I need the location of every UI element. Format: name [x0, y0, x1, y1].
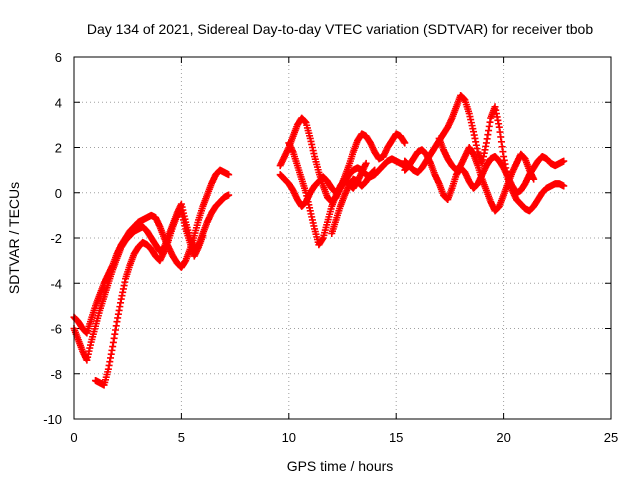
data-point-marker	[362, 159, 370, 167]
data-point-marker	[225, 191, 233, 199]
data-point-marker	[401, 139, 409, 147]
y-tick-label: 6	[55, 50, 62, 65]
x-tick-label: 20	[496, 430, 510, 445]
data-point-marker	[530, 175, 538, 183]
x-tick-label: 25	[604, 430, 618, 445]
x-tick-label: 10	[282, 430, 296, 445]
axis-ticks: 0 5 10 15 20 25 -10 -8 -6 -4 -2 0 2 4 6	[43, 50, 618, 445]
series-track-e	[276, 155, 409, 210]
y-tick-label: 0	[55, 186, 62, 201]
plot-frame	[73, 56, 612, 420]
x-axis-label: GPS time / hours	[287, 458, 394, 474]
data-series	[70, 91, 568, 389]
data-point-marker	[199, 232, 207, 240]
x-tick-label: 15	[389, 430, 403, 445]
data-point-marker	[371, 166, 379, 174]
x-tick-label: 5	[178, 430, 185, 445]
y-tick-label: 4	[55, 95, 62, 110]
y-tick-label: 2	[55, 141, 62, 156]
y-axis-label: SDTVAR / TECUs	[6, 182, 22, 294]
chart-title: Day 134 of 2021, Sidereal Day-to-day VTE…	[87, 21, 594, 37]
series-track-j	[435, 134, 538, 215]
y-tick-label: -10	[43, 412, 62, 427]
series-track-c	[91, 207, 207, 389]
y-tick-label: -8	[50, 367, 62, 382]
x-tick-label: 0	[70, 430, 77, 445]
series-track-g	[328, 166, 379, 237]
y-tick-label: -2	[50, 231, 62, 246]
data-point-marker	[225, 171, 233, 179]
y-tick-label: -6	[50, 322, 62, 337]
data-point-marker	[560, 182, 568, 190]
data-point-marker	[560, 157, 568, 165]
y-tick-label: -4	[50, 276, 62, 291]
